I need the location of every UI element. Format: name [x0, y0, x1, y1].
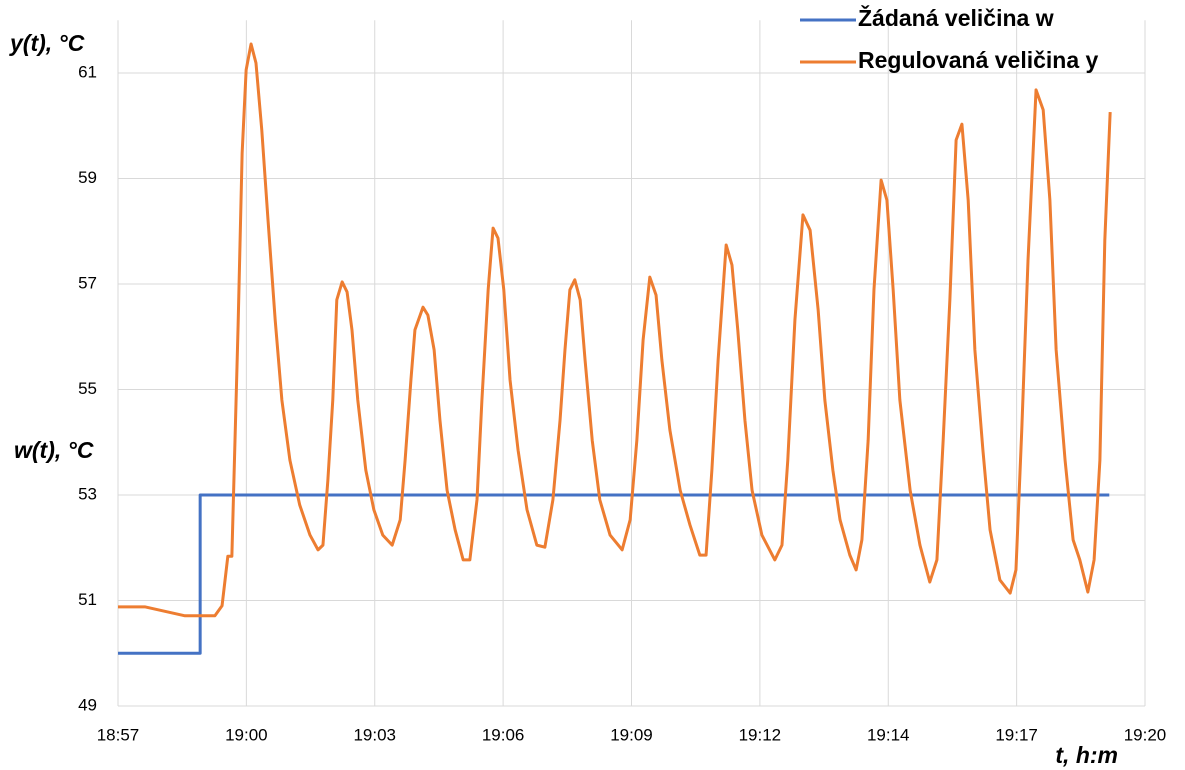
y-tick-label: 55	[78, 379, 97, 398]
legend-label: Žádaná veličina w	[858, 4, 1054, 31]
x-tick-label: 19:00	[225, 725, 268, 744]
series-line	[118, 493, 1110, 655]
x-tick-label: 19:12	[739, 725, 782, 744]
y-tick-label: 51	[78, 590, 97, 609]
x-tick-label: 19:06	[482, 725, 525, 744]
x-axis-label: t, h:m	[1055, 742, 1118, 768]
x-tick-label: 19:17	[995, 725, 1038, 744]
y-tick-label: 59	[78, 168, 97, 187]
y-tick-label: 53	[78, 484, 97, 503]
y-tick-label: 57	[78, 273, 97, 292]
legend-label: Regulovaná veličina y	[858, 47, 1099, 73]
x-tick-label: 19:09	[610, 725, 653, 744]
y-tick-label: 49	[78, 695, 97, 714]
x-tick-label: 19:14	[867, 725, 910, 744]
x-tick-label: 19:03	[353, 725, 396, 744]
y-axis-label-2: w(t), °C	[14, 437, 94, 463]
y-axis-label: y(t), °C	[9, 30, 85, 56]
y-tick-label: 61	[78, 62, 97, 81]
series-line	[118, 42, 1112, 618]
x-tick-label: 19:20	[1124, 725, 1167, 744]
x-tick-label: 18:57	[97, 725, 140, 744]
